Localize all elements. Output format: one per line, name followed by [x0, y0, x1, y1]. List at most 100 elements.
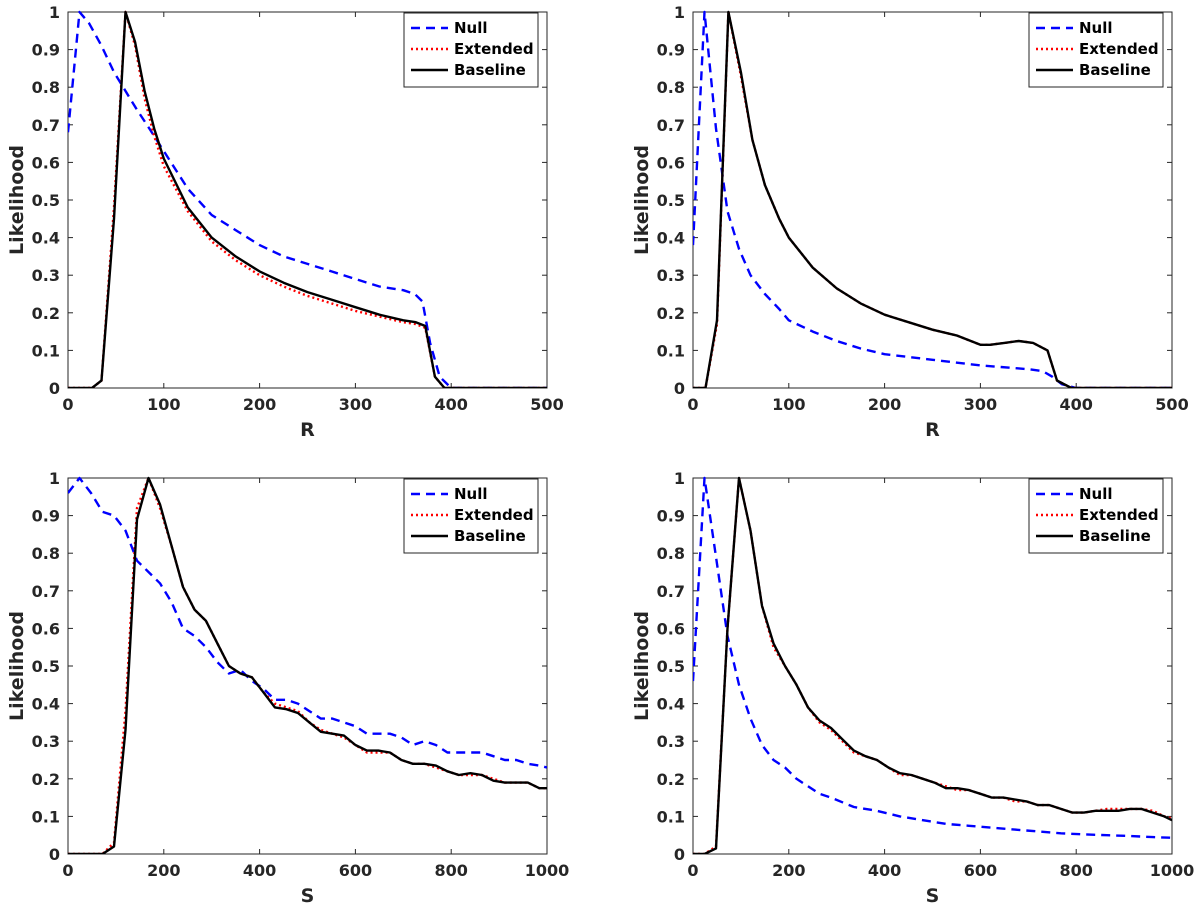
y-tick-label: 0.5 — [32, 657, 60, 676]
legend: Null Extended Baseline — [403, 12, 539, 88]
y-tick-label: 0.5 — [657, 191, 685, 210]
x-axis-label: R — [300, 419, 315, 441]
x-axis-label: R — [925, 419, 940, 441]
y-tick-label: 0.2 — [657, 304, 685, 323]
y-tick-label: 0 — [49, 845, 60, 864]
y-tick-label: 0.9 — [32, 41, 60, 60]
x-axis-label: S — [926, 885, 940, 906]
x-tick-label: 600 — [964, 861, 997, 880]
y-tick-label: 0.9 — [32, 507, 60, 526]
legend: Null Extended Baseline — [403, 478, 539, 554]
x-tick-label: 400 — [243, 861, 276, 880]
y-tick-label: 0.7 — [657, 582, 685, 601]
y-tick-label: 0.1 — [657, 341, 685, 360]
chart-panel-3: 0 200 400 600 800 1000 0 0.1 0.2 0.3 0.4 0.5 0.6 0.7 0… — [6, 469, 569, 906]
x-tick-label: 200 — [868, 395, 901, 414]
x-tick-label: 400 — [1059, 395, 1092, 414]
x-tick-label: 500 — [1155, 395, 1188, 414]
y-axis-label: Likelihood — [6, 611, 28, 721]
y-tick-label: 0.5 — [32, 191, 60, 210]
x-tick-label: 0 — [687, 861, 698, 880]
y-axis-label: Likelihood — [631, 145, 653, 255]
legend-label-extended: Extended — [1079, 506, 1159, 524]
legend-label-baseline: Baseline — [454, 61, 526, 79]
y-tick-label: 0.6 — [657, 153, 685, 172]
series-line-null — [693, 476, 1172, 839]
x-tick-label: 0 — [62, 395, 73, 414]
legend-label-null: Null — [454, 19, 488, 37]
series-line-null — [68, 10, 547, 388]
legend: Null Extended Baseline — [1028, 12, 1164, 88]
x-tick-label: 0 — [687, 395, 698, 414]
x-tick-label: 600 — [339, 861, 372, 880]
y-tick-label: 0 — [674, 379, 685, 398]
y-tick-label: 0.2 — [32, 304, 60, 323]
y-tick-label: 0 — [674, 845, 685, 864]
y-tick-label: 0.8 — [657, 544, 685, 563]
y-tick-label: 0.6 — [32, 619, 60, 638]
y-tick-label: 0.9 — [657, 41, 685, 60]
y-tick-label: 0.4 — [32, 695, 60, 714]
y-tick-label: 1 — [674, 3, 685, 22]
chart-panel-1: 0 100 200 300 400 500 0 0.1 0.2 0.3 0.4 0.5 0.6 0.7 0.… — [6, 3, 564, 441]
series-line-baseline — [68, 10, 547, 388]
series-line-baseline — [693, 10, 1172, 388]
y-tick-label: 0.7 — [32, 116, 60, 135]
x-tick-label: 200 — [147, 861, 180, 880]
y-tick-label: 0.3 — [32, 732, 60, 751]
legend-label-null: Null — [454, 485, 488, 503]
y-tick-label: 0.1 — [32, 341, 60, 360]
y-tick-label: 0.4 — [657, 229, 685, 248]
series-line-null — [68, 476, 547, 769]
x-tick-label: 100 — [772, 395, 805, 414]
x-tick-label: 800 — [1059, 861, 1092, 880]
legend-label-null: Null — [1079, 485, 1113, 503]
y-tick-label: 0.7 — [657, 116, 685, 135]
x-tick-label: 0 — [62, 861, 73, 880]
legend: Null Extended Baseline — [1028, 478, 1164, 554]
legend-label-extended: Extended — [454, 40, 534, 58]
y-tick-label: 0 — [49, 379, 60, 398]
x-tick-label: 500 — [530, 395, 563, 414]
y-tick-label: 0.6 — [32, 153, 60, 172]
y-tick-label: 0.2 — [32, 770, 60, 789]
series-line-null — [693, 10, 1172, 388]
chart-panel-2: 0 100 200 300 400 500 0 0.1 0.2 0.3 0.4 0.5 0.6 0.7 0.… — [631, 3, 1189, 441]
x-tick-label: 400 — [434, 395, 467, 414]
y-tick-label: 0.7 — [32, 582, 60, 601]
x-tick-label: 400 — [868, 861, 901, 880]
y-tick-label: 0.3 — [657, 732, 685, 751]
x-tick-label: 200 — [772, 861, 805, 880]
legend-label-extended: Extended — [454, 506, 534, 524]
x-tick-label: 1000 — [1150, 861, 1195, 880]
x-tick-label: 300 — [964, 395, 997, 414]
series-line-baseline — [68, 476, 547, 854]
x-tick-label: 800 — [434, 861, 467, 880]
y-tick-label: 0.6 — [657, 619, 685, 638]
y-tick-label: 1 — [674, 469, 685, 488]
y-tick-label: 0.4 — [32, 229, 60, 248]
y-tick-label: 0.2 — [657, 770, 685, 789]
x-tick-label: 1000 — [525, 861, 570, 880]
y-tick-label: 0.3 — [32, 266, 60, 285]
y-axis-label: Likelihood — [631, 611, 653, 721]
y-axis-label: Likelihood — [6, 145, 28, 255]
y-tick-label: 0.4 — [657, 695, 685, 714]
y-tick-label: 0.8 — [32, 78, 60, 97]
legend-label-null: Null — [1079, 19, 1113, 37]
legend-label-baseline: Baseline — [454, 527, 526, 545]
y-tick-label: 0.9 — [657, 507, 685, 526]
y-tick-label: 1 — [49, 469, 60, 488]
legend-label-extended: Extended — [1079, 40, 1159, 58]
x-tick-label: 200 — [243, 395, 276, 414]
y-tick-label: 0.3 — [657, 266, 685, 285]
y-tick-label: 0.5 — [657, 657, 685, 676]
x-tick-label: 100 — [147, 395, 180, 414]
chart-panel-4: 0 200 400 600 800 1000 0 0.1 0.2 0.3 0.4 0.5 0.6 0.7 0… — [631, 469, 1194, 906]
y-tick-label: 0.8 — [32, 544, 60, 563]
x-tick-label: 300 — [339, 395, 372, 414]
y-tick-label: 0.8 — [657, 78, 685, 97]
y-tick-label: 0.1 — [657, 807, 685, 826]
legend-label-baseline: Baseline — [1079, 527, 1151, 545]
